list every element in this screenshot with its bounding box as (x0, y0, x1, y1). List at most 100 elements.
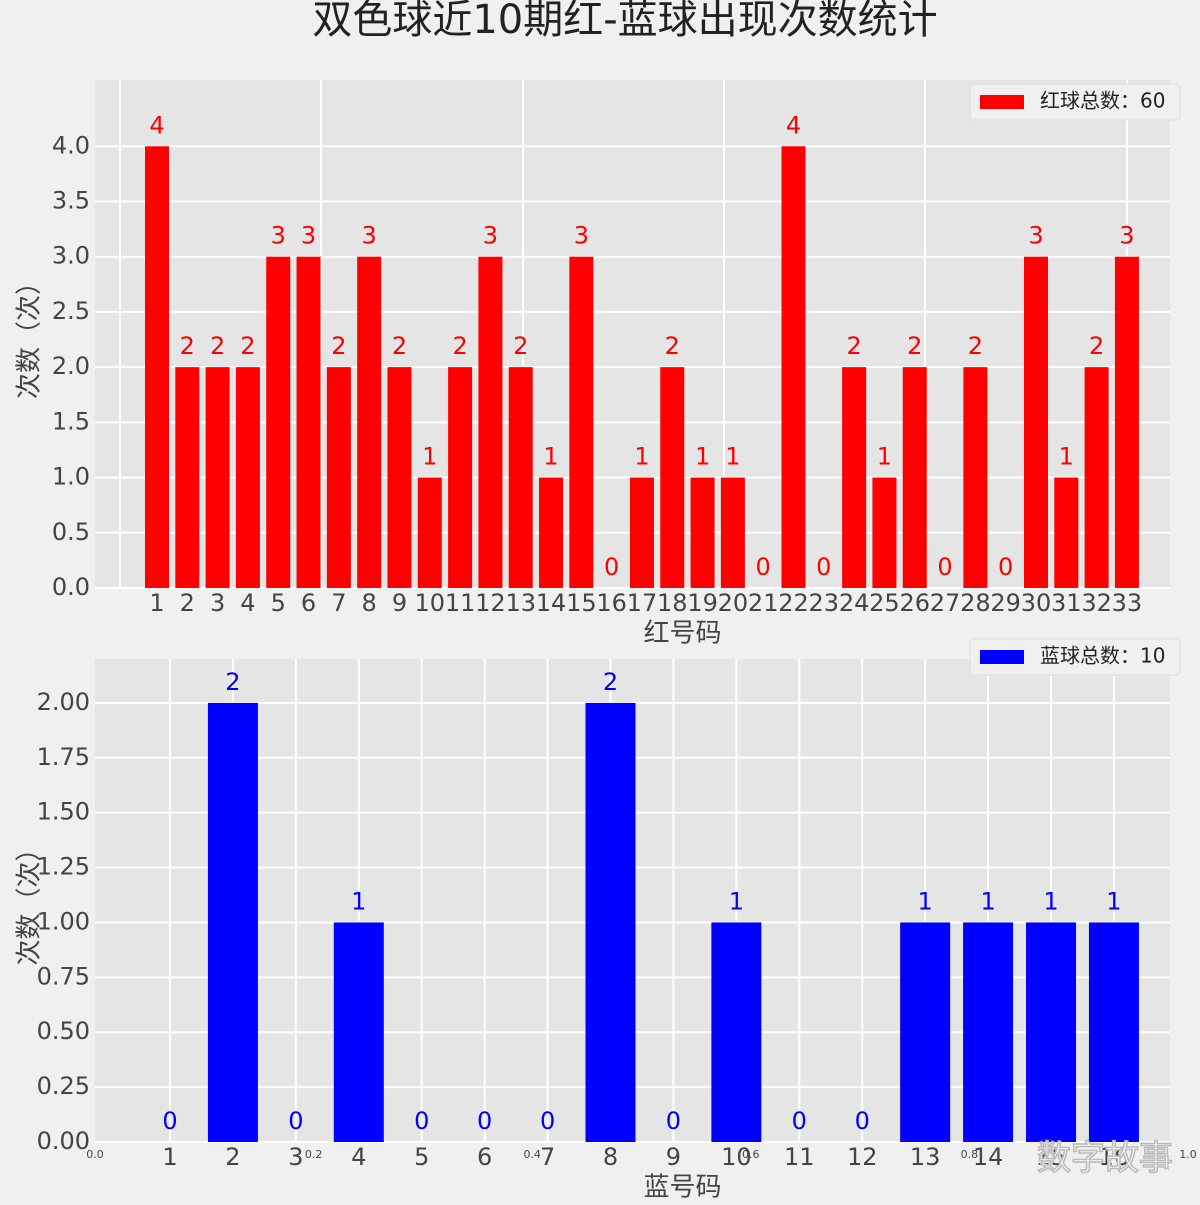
y-tick-label: 3.5 (52, 186, 90, 214)
x-tick-label: 19 (687, 589, 718, 617)
y-tick-label: 1.75 (37, 743, 90, 771)
bar (963, 367, 988, 588)
x-tick-label: 5 (414, 1143, 429, 1171)
x-tick-label: 8 (603, 1143, 618, 1171)
legend-swatch (980, 95, 1024, 109)
y-tick-label: 1.0 (52, 463, 90, 491)
bar (660, 367, 685, 588)
y-tick-label: 2.0 (52, 352, 90, 380)
bar (963, 922, 1014, 1142)
x-tick-label: 0.0 (86, 1148, 104, 1161)
legend-label: 蓝球总数：10 (1040, 644, 1165, 668)
bar (569, 256, 594, 588)
x-tick-label: 0.2 (305, 1148, 323, 1161)
bar (720, 477, 745, 588)
bar (1054, 477, 1079, 588)
y-tick-label: 1.50 (37, 798, 90, 826)
data-label: 2 (968, 332, 983, 360)
data-label: 0 (288, 1107, 303, 1135)
y-tick-label: 0.00 (37, 1127, 90, 1155)
bar (448, 367, 473, 588)
x-tick-label: 15 (566, 589, 597, 617)
x-tick-label: 20 (718, 589, 749, 617)
y-tick-label: 1.00 (37, 907, 90, 935)
x-tick-label: 21 (748, 589, 779, 617)
legend-label: 红球总数：60 (1040, 89, 1165, 113)
bar (1023, 256, 1048, 588)
bar (417, 477, 442, 588)
data-label: 1 (695, 443, 710, 471)
data-label: 1 (729, 887, 744, 915)
data-label: 0 (666, 1107, 681, 1135)
legend-box (969, 83, 1181, 121)
y-tick-label: 1.25 (37, 853, 90, 881)
y-axis-label: 次数（次） (15, 269, 45, 399)
bar (539, 477, 564, 588)
legend-swatch (980, 650, 1024, 664)
data-label: 2 (180, 332, 195, 360)
bar (1084, 367, 1109, 588)
x-tick-label: 2 (225, 1143, 240, 1171)
bar (1026, 922, 1077, 1142)
x-tick-label: 12 (475, 589, 506, 617)
x-tick-label: 22 (778, 589, 809, 617)
data-label: 3 (362, 222, 377, 250)
x-tick-label: 15 (1036, 1143, 1067, 1171)
data-label: 2 (240, 332, 255, 360)
x-tick-label: 6 (477, 1143, 492, 1171)
y-tick-label: 0.5 (52, 518, 90, 546)
data-label: 3 (301, 222, 316, 250)
data-label: 1 (725, 443, 740, 471)
x-tick-label: 6 (301, 589, 316, 617)
x-tick-label: 1.0 (1179, 1148, 1197, 1161)
x-tick-label: 9 (392, 589, 407, 617)
data-label: 2 (603, 668, 618, 696)
x-tick-label: 29 (990, 589, 1021, 617)
x-tick-label: 13 (910, 1143, 941, 1171)
figure-title: 双色球近10期红-蓝球出现次数统计 (312, 0, 937, 43)
bar (326, 367, 351, 588)
y-tick-label: 2.5 (52, 297, 90, 325)
data-label: 1 (543, 443, 558, 471)
data-label: 3 (1028, 222, 1043, 250)
bar (902, 367, 927, 588)
x-tick-label: 17 (627, 589, 658, 617)
data-label: 1 (1106, 887, 1121, 915)
x-tick-label: 11 (784, 1143, 815, 1171)
x-tick-label: 28 (960, 589, 991, 617)
data-label: 1 (422, 443, 437, 471)
x-tick-label: 14 (973, 1143, 1004, 1171)
data-label: 0 (937, 553, 952, 581)
data-label: 2 (513, 332, 528, 360)
x-tick-label: 18 (657, 589, 688, 617)
bar (629, 477, 654, 588)
data-label: 0 (414, 1107, 429, 1135)
data-label: 2 (1089, 332, 1104, 360)
x-axis-label: 红号码 (643, 619, 721, 649)
x-tick-label: 13 (505, 589, 536, 617)
data-label: 3 (1119, 222, 1134, 250)
bar (1088, 922, 1139, 1142)
y-tick-label: 0.25 (37, 1072, 90, 1100)
bar (205, 367, 230, 588)
x-tick-label: 2 (180, 589, 195, 617)
data-label: 0 (604, 553, 619, 581)
y-tick-label: 4.0 (52, 131, 90, 159)
data-label: 2 (846, 332, 861, 360)
x-tick-label: 5 (271, 589, 286, 617)
x-tick-label: 12 (847, 1143, 878, 1171)
x-tick-label: 26 (899, 589, 930, 617)
data-label: 1 (1059, 443, 1074, 471)
y-tick-label: 0.75 (37, 962, 90, 990)
data-label: 2 (907, 332, 922, 360)
x-tick-label: 1 (162, 1143, 177, 1171)
bar (478, 256, 503, 588)
x-tick-label: 4 (351, 1143, 366, 1171)
data-label: 2 (665, 332, 680, 360)
y-tick-label: 0.0 (52, 573, 90, 601)
x-tick-label: 8 (362, 589, 377, 617)
x-tick-label: 10 (415, 589, 446, 617)
x-tick-label: 4 (240, 589, 255, 617)
x-axis-label: 蓝号码 (643, 1173, 721, 1203)
